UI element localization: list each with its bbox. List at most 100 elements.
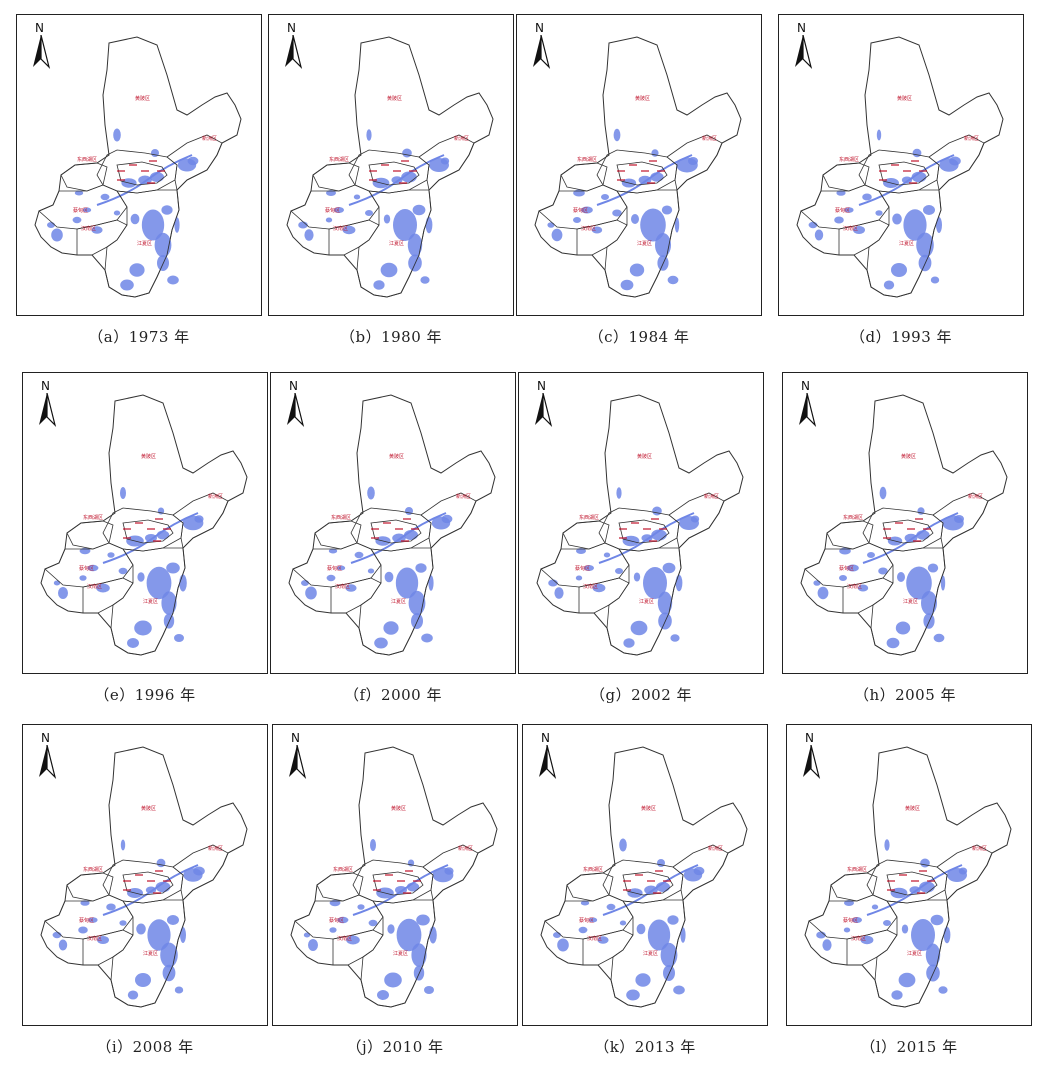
map-panel: N 黄陂区 新洲区 东西湖区 蔡甸区 汉南区 江夏区 （f）2000 年 xyxy=(270,372,518,716)
district-boundary xyxy=(606,547,682,656)
water-body xyxy=(690,515,700,523)
water-body xyxy=(606,903,616,911)
district-boundary xyxy=(356,189,432,298)
district-label: 蔡甸区 xyxy=(835,207,850,214)
water-body xyxy=(391,176,403,184)
water-body xyxy=(553,932,561,938)
urban-district-label-mark xyxy=(899,874,907,876)
water-body xyxy=(647,919,671,951)
water-body xyxy=(395,567,419,599)
map-frame: N 黄陂区 新洲区 东西湖区 蔡甸区 汉南区 江夏区 xyxy=(786,724,1032,1026)
district-boundary xyxy=(418,134,475,191)
urban-district-label-mark xyxy=(623,889,631,891)
water-body xyxy=(130,213,140,225)
water-body xyxy=(876,129,882,141)
water-body xyxy=(396,918,422,952)
urban-district-label-mark xyxy=(619,537,627,539)
water-body xyxy=(425,216,433,234)
water-body xyxy=(147,919,171,951)
urban-district-label-mark xyxy=(129,164,137,166)
district-label: 黄陂区 xyxy=(901,453,916,460)
water-body xyxy=(134,620,152,636)
north-label: N xyxy=(801,379,810,393)
water-body xyxy=(53,580,61,586)
water-body xyxy=(118,567,128,575)
water-body xyxy=(836,190,846,196)
north-arrow-icon: N xyxy=(795,379,819,429)
district-boundary xyxy=(420,492,477,549)
panel-caption: （b）1980 年 xyxy=(339,328,443,346)
water-body xyxy=(847,564,859,572)
urban-district-label-mark xyxy=(123,880,131,882)
water-body xyxy=(581,206,593,214)
water-body xyxy=(636,923,646,935)
water-body xyxy=(619,838,627,852)
water-body xyxy=(193,866,205,876)
water-body xyxy=(619,920,627,926)
municipality-boundary xyxy=(800,394,1008,656)
map-frame: N 黄陂区 新洲区 东西湖区 蔡甸区 汉南区 江夏区 xyxy=(22,724,268,1026)
water-body xyxy=(325,217,333,223)
water-body xyxy=(129,263,145,277)
urban-district-label-mark xyxy=(147,528,155,530)
district-boundary xyxy=(102,507,184,552)
urban-district-label-mark xyxy=(643,528,651,530)
water-body xyxy=(51,228,63,242)
urban-district-label-mark xyxy=(617,179,625,181)
district-label: 蔡甸区 xyxy=(79,917,94,924)
north-arrow-icon: N xyxy=(285,731,309,781)
map-frame: N 黄陂区 新洲区 东西湖区 蔡甸区 汉南区 江夏区 xyxy=(778,14,1024,316)
water-body xyxy=(813,580,821,586)
map-frame: N 黄陂区 新洲区 东西湖区 蔡甸区 汉南区 江夏区 xyxy=(518,372,764,674)
water-body xyxy=(635,973,651,987)
water-body xyxy=(643,567,667,599)
river xyxy=(596,154,693,206)
urban-district-label-mark xyxy=(371,537,379,539)
panel-caption: （d）1993 年 xyxy=(849,328,953,346)
water-body xyxy=(365,210,373,216)
water-body xyxy=(657,859,665,867)
north-label: N xyxy=(805,731,814,745)
urban-district-label-mark xyxy=(629,164,637,166)
map-frame: N 黄陂区 新洲区 东西湖区 蔡甸区 汉南区 江夏区 xyxy=(516,14,762,316)
urban-district-label-mark xyxy=(413,880,421,882)
map-frame: N 黄陂区 新洲区 东西湖区 蔡甸区 汉南区 江夏区 xyxy=(522,724,768,1026)
water-body xyxy=(834,216,844,224)
water-body xyxy=(897,572,905,582)
water-body xyxy=(667,275,679,285)
water-body xyxy=(616,487,622,499)
urban-district-label-mark xyxy=(887,880,895,882)
water-body xyxy=(883,920,891,926)
district-label: 江夏区 xyxy=(637,240,652,247)
urban-district-label-mark xyxy=(635,874,643,876)
urban-district-label-mark xyxy=(879,179,887,181)
water-body xyxy=(119,920,127,926)
water-body xyxy=(415,563,427,573)
water-body xyxy=(305,586,317,600)
water-body xyxy=(808,221,818,229)
river xyxy=(102,512,199,564)
district-label: 汉南区 xyxy=(335,583,350,590)
district-label: 江夏区 xyxy=(389,240,404,247)
urban-district-label-mark xyxy=(373,880,381,882)
district-label: 江夏区 xyxy=(903,598,918,605)
district-label: 江夏区 xyxy=(143,598,158,605)
district-label: 新洲区 xyxy=(456,493,471,500)
water-body xyxy=(629,263,645,277)
urban-district-label-mark xyxy=(141,170,149,172)
map-panel: N 黄陂区 新洲区 东西湖区 蔡甸区 汉南区 江夏区 （c）1984 年 xyxy=(516,14,764,358)
river xyxy=(858,154,955,206)
district-boundary xyxy=(122,871,174,896)
panel-caption: （j）2010 年 xyxy=(346,1038,444,1056)
water-body xyxy=(652,506,662,516)
district-label: 新洲区 xyxy=(202,135,217,142)
district-label: 黄陂区 xyxy=(637,453,652,460)
district-boundary xyxy=(936,844,993,901)
water-body xyxy=(97,936,109,944)
water-body xyxy=(91,226,103,234)
district-label: 黄陂区 xyxy=(905,805,920,812)
